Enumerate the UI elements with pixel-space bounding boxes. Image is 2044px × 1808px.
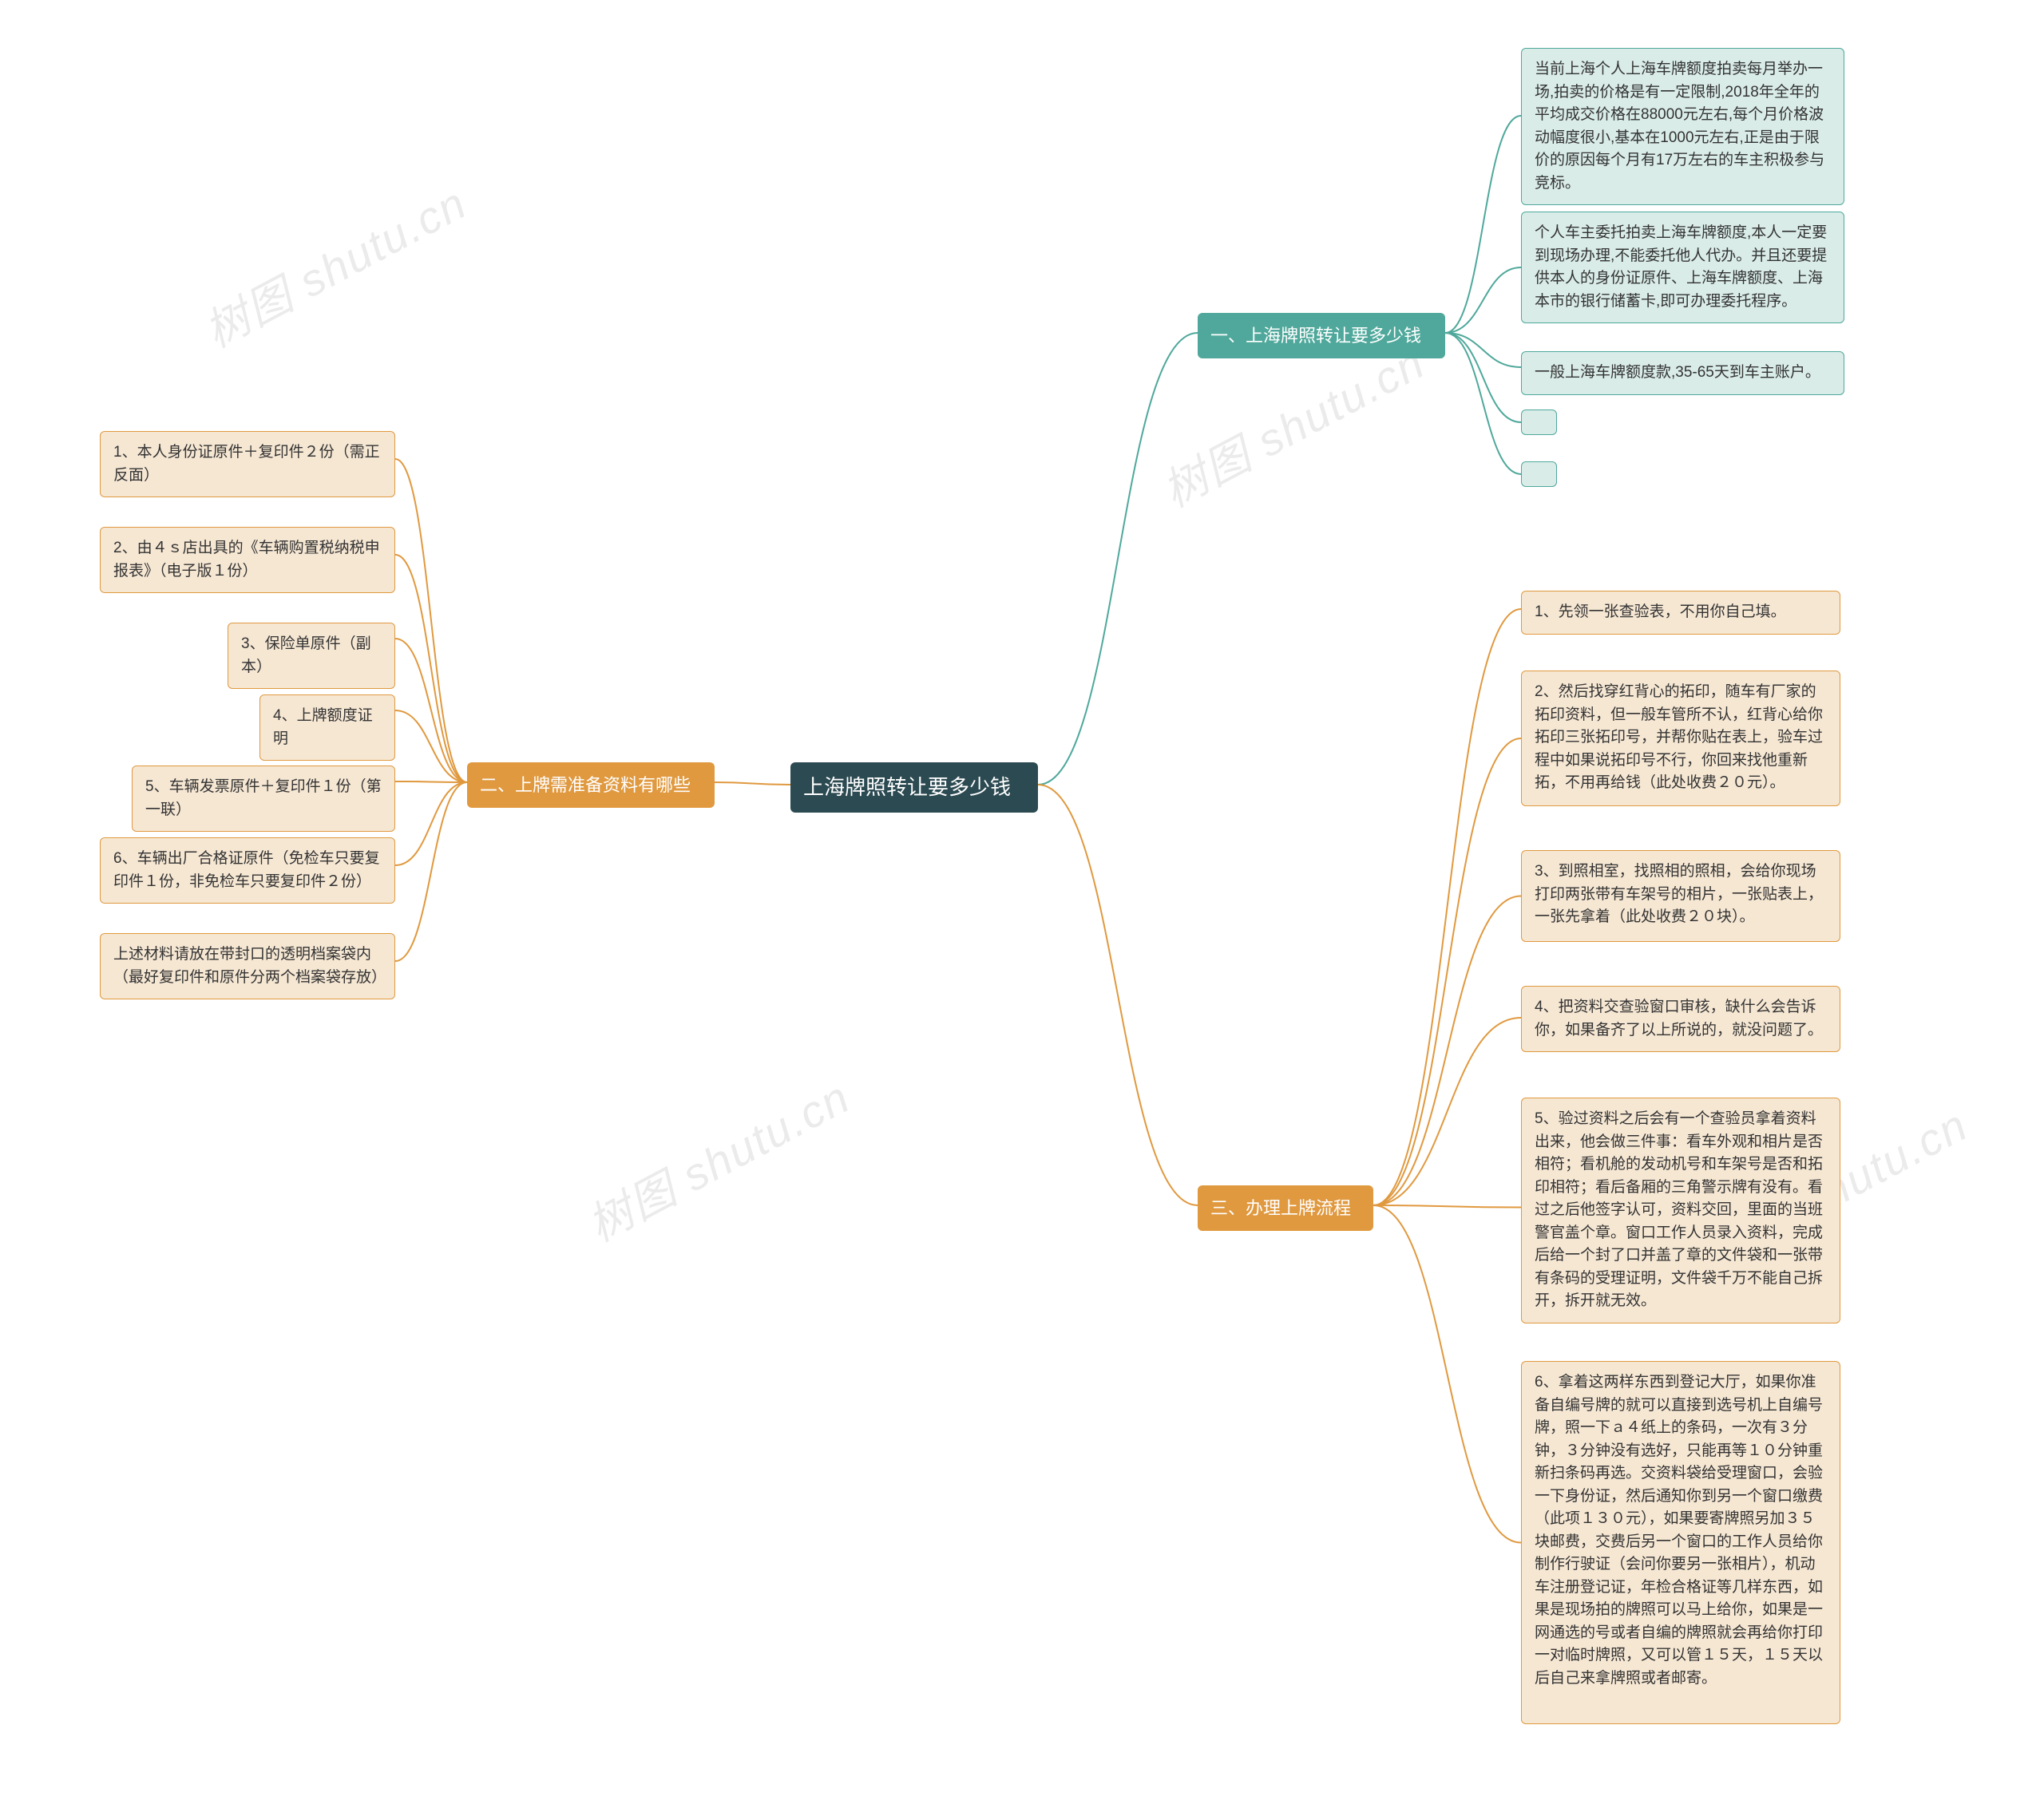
- branch-3-leaf: 6、拿着这两样东西到登记大厅，如果你准备自编号牌的就可以直接到选号机上自编号牌，…: [1521, 1361, 1840, 1724]
- watermark: 树图 shutu.cn: [192, 168, 477, 360]
- branch-1-leaf: [1521, 409, 1557, 435]
- branch-2-leaf: 4、上牌额度证明: [259, 694, 395, 761]
- branch-2-leaf: 6、车辆出厂合格证原件（免检车只要复印件１份，非免检车只要复印件２份）: [100, 837, 395, 904]
- branch-2-leaf: 5、车辆发票原件＋复印件１份（第一联）: [132, 766, 395, 832]
- watermark: 树图 shutu.cn: [575, 1062, 860, 1254]
- branch-2-leaf: 2、由４ｓ店出具的《车辆购置税纳税申报表》（电子版１份）: [100, 527, 395, 593]
- branch-2: 二、上牌需准备资料有哪些: [467, 762, 715, 808]
- branch-3-leaf: 3、到照相室，找照相的照相，会给你现场打印两张带有车架号的相片，一张贴表上，一张…: [1521, 850, 1840, 942]
- branch-1-leaf: 一般上海车牌额度款,35-65天到车主账户。: [1521, 351, 1844, 395]
- mindmap-root: 上海牌照转让要多少钱: [790, 762, 1038, 813]
- branch-1-leaf: 当前上海个人上海车牌额度拍卖每月举办一场,拍卖的价格是有一定限制,2018年全年…: [1521, 48, 1844, 205]
- branch-3: 三、办理上牌流程: [1198, 1185, 1373, 1231]
- branch-1-leaf: [1521, 461, 1557, 487]
- branch-2-leaf: 3、保险单原件（副本）: [228, 623, 395, 689]
- branch-2-leaf: 上述材料请放在带封口的透明档案袋内（最好复印件和原件分两个档案袋存放）: [100, 933, 395, 999]
- branch-3-leaf: 5、验过资料之后会有一个查验员拿着资料出来，他会做三件事：看车外观和相片是否相符…: [1521, 1098, 1840, 1323]
- branch-1-leaf: 个人车主委托拍卖上海车牌额度,本人一定要到现场办理,不能委托他人代办。并且还要提…: [1521, 212, 1844, 323]
- branch-2-leaf: 1、本人身份证原件＋复印件２份（需正反面）: [100, 431, 395, 497]
- branch-3-leaf: 1、先领一张查验表，不用你自己填。: [1521, 591, 1840, 635]
- branch-3-leaf: 2、然后找穿红背心的拓印，随车有厂家的拓印资料，但一般车管所不认，红背心给你拓印…: [1521, 671, 1840, 806]
- branch-3-leaf: 4、把资料交查验窗口审核，缺什么会告诉你，如果备齐了以上所说的，就没问题了。: [1521, 986, 1840, 1052]
- branch-1: 一、上海牌照转让要多少钱: [1198, 313, 1445, 358]
